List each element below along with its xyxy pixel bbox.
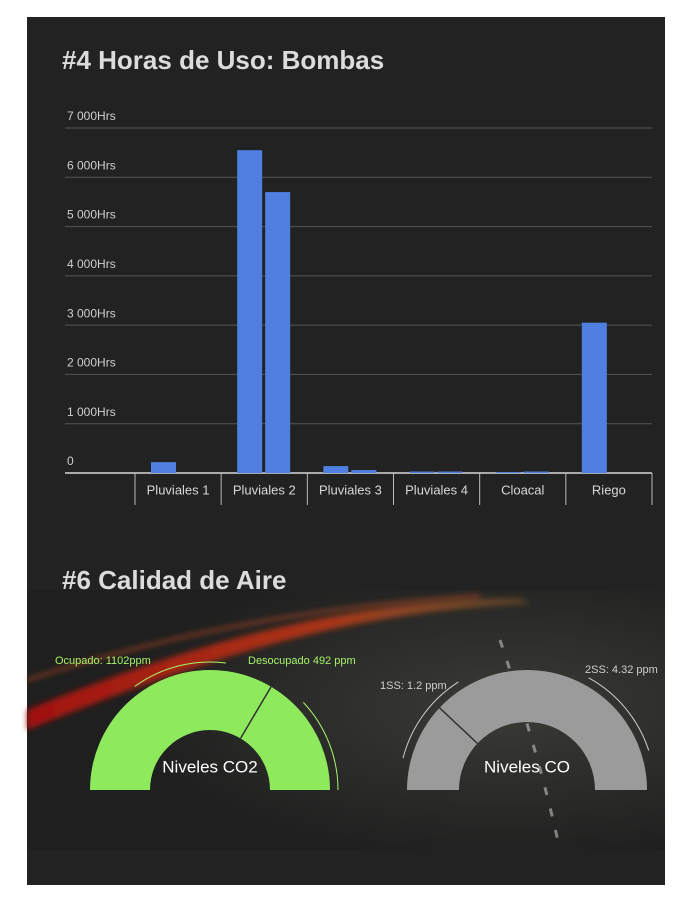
y-tick-label: 0: [67, 454, 74, 468]
road-line: [498, 639, 562, 851]
bar: [581, 322, 607, 473]
x-tick-label: Cloacal: [501, 482, 544, 497]
section-title: #6 Calidad de Aire: [62, 565, 286, 595]
light-streak: [26, 595, 481, 681]
gauge-marker-bracket: [588, 677, 650, 751]
gauge-arc: [407, 670, 647, 790]
gauge-marker-label: 2SS: 4.32 ppm: [585, 664, 658, 676]
y-tick-label: 2 000Hrs: [67, 356, 116, 370]
gauge-marker-bracket: [302, 702, 339, 791]
bar: [265, 192, 291, 474]
gauge-marker-bracket: [402, 681, 459, 759]
bar: [151, 462, 176, 473]
gauge-marker-label: 1SS: 1.2 ppm: [380, 680, 447, 692]
bar-chart: 0 1 000Hrs 2 000Hrs 3 000Hrs 4 000Hrs 5 000Hr…: [65, 109, 653, 505]
x-tick-label: Pluviales 3: [319, 482, 382, 497]
x-tick-label: Pluviales 1: [147, 482, 210, 497]
gauges: Niveles CO2 Ocupado: 1102ppm Desocupado 49…: [55, 655, 658, 791]
y-tick-label: 6 000Hrs: [67, 158, 116, 172]
gauge-arc: [90, 670, 330, 790]
gauge-marker-bracket: [134, 661, 227, 687]
x-tick-label: Pluviales 2: [233, 482, 296, 497]
bar: [523, 471, 549, 473]
y-tick-label: 5 000Hrs: [67, 208, 116, 222]
bar: [495, 472, 521, 473]
bar: [323, 466, 349, 473]
gauge-divider: [439, 707, 478, 744]
y-tick-label: 1 000Hrs: [67, 405, 116, 419]
gauge-label: Niveles CO2: [162, 757, 257, 776]
gauge-label: Niveles CO: [484, 757, 570, 776]
y-tick-label: 3 000Hrs: [67, 306, 116, 320]
x-tick-label: Pluviales 4: [405, 482, 468, 497]
gauge-marker-label: Ocupado: 1102ppm: [55, 655, 151, 667]
bar: [351, 470, 377, 473]
gauge-divider: [239, 686, 272, 739]
section-title: #4 Horas de Uso: Bombas: [62, 45, 384, 75]
bar: [237, 150, 263, 473]
y-tick-label: 4 000Hrs: [67, 257, 116, 271]
y-tick-label: 7 000Hrs: [67, 109, 116, 123]
bar: [409, 471, 435, 473]
gauge-marker-label: Desocupado 492 ppm: [248, 655, 356, 667]
bar: [437, 471, 463, 473]
x-tick-label: Riego: [592, 482, 626, 497]
